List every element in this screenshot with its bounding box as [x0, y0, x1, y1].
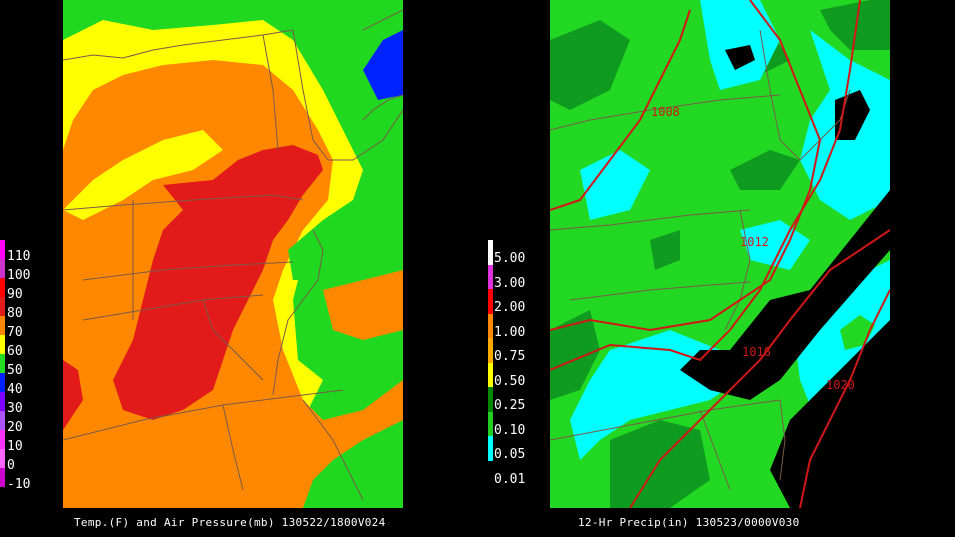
precip-colorbar-swatch [488, 264, 493, 289]
precip-colorbar-swatch [488, 240, 493, 265]
temp-colorbar-label: 60 [7, 343, 23, 359]
temp-colorbar-swatch [0, 392, 5, 411]
temperature-map-svg [63, 9, 403, 508]
temp-region-orange-se [323, 270, 403, 340]
temperature-colorbar: 110 100 90 80 70 60 50 40 30 20 10 0 -10 [0, 240, 60, 510]
isobar-1020 [799, 289, 890, 508]
temp-colorbar-label: 100 [7, 267, 31, 283]
precip-colorbar-label: 0.50 [494, 373, 526, 389]
isobar-label-1020: 1020 [826, 378, 855, 392]
precip-colorbar-label: 2.00 [494, 300, 526, 316]
temp-region-red-west [63, 360, 83, 430]
precip-colorbar-label: 0.10 [494, 422, 526, 438]
precip-colorbar-label: 0.05 [494, 447, 526, 463]
precip-caption: 12-Hr Precip(in) 130523/0000V030 [578, 516, 800, 529]
temp-colorbar-swatch [0, 411, 5, 430]
precip-colorbar-swatch [488, 411, 493, 436]
precip-colorbar-label: 1.00 [494, 324, 526, 340]
temp-colorbar-swatch [0, 278, 5, 297]
precip-colorbar-label: 5.00 [494, 251, 526, 267]
temp-colorbar-label: 80 [7, 305, 23, 321]
temp-colorbar-label: 110 [7, 248, 31, 264]
isobar-label-1016: 1016 [742, 345, 771, 359]
precip-colorbar-swatch [488, 289, 493, 314]
temp-colorbar-label: 50 [7, 362, 23, 378]
temp-colorbar-swatch [0, 316, 5, 335]
precip-colorbar-swatch [488, 460, 493, 485]
precip-colorbar-swatch [488, 338, 493, 363]
temp-colorbar-swatch [0, 373, 5, 392]
temp-colorbar-label: 70 [7, 324, 23, 340]
isobar-1012 [550, 0, 861, 371]
temperature-caption: Temp.(F) and Air Pressure(mb) 130522/180… [74, 516, 386, 529]
temp-colorbar-label: 0 [7, 457, 15, 473]
temp-colorbar-swatch [0, 259, 5, 278]
temp-region-blue [363, 30, 403, 100]
precip-colorbar-swatch [488, 313, 493, 338]
precip-colorbar-label: 0.25 [494, 398, 526, 414]
precip-colorbar-swatch [488, 387, 493, 412]
temp-colorbar-label: 20 [7, 419, 23, 435]
isobar-1008 [550, 9, 691, 211]
precip-map: 1008 1012 1016 1020 [550, 0, 890, 508]
isobar-1016 [629, 229, 890, 508]
precip-colorbar-swatch [488, 436, 493, 461]
temp-region-green-se [288, 200, 403, 280]
precip-colorbar-label: 0.75 [494, 349, 526, 365]
temp-colorbar-swatch [0, 354, 5, 373]
temp-colorbar-label: -10 [7, 476, 31, 492]
temp-colorbar-swatch [0, 449, 5, 468]
temp-colorbar-swatch [0, 297, 5, 316]
temp-region-yellow-north [63, 130, 223, 220]
isobar-label-1012: 1012 [740, 235, 769, 249]
temperature-map [63, 0, 403, 508]
temp-colorbar-label: 10 [7, 438, 23, 454]
temp-colorbar-swatch [0, 430, 5, 449]
temp-colorbar-swatch [0, 335, 5, 354]
isobar-lines [550, 0, 890, 508]
temp-colorbar-label: 30 [7, 400, 23, 416]
temp-colorbar-swatch [0, 240, 5, 259]
isobar-1008-east [550, 0, 822, 332]
temp-colorbar-label: 90 [7, 286, 23, 302]
precip-colorbar: 5.00 3.00 2.00 1.00 0.75 0.50 0.25 0.10 0.05 0.01 [488, 240, 548, 510]
temp-region-red [113, 145, 323, 420]
temp-map-borders [63, 9, 403, 501]
isobar-label-1008: 1008 [651, 105, 680, 119]
precip-colorbar-swatch [488, 362, 493, 387]
temp-colorbar-label: 40 [7, 381, 23, 397]
temp-colorbar-swatch [0, 468, 5, 487]
precip-map-svg: 1008 1012 1016 1020 [550, 0, 890, 508]
precip-colorbar-label: 0.01 [494, 471, 526, 487]
precip-colorbar-label: 3.00 [494, 275, 526, 291]
